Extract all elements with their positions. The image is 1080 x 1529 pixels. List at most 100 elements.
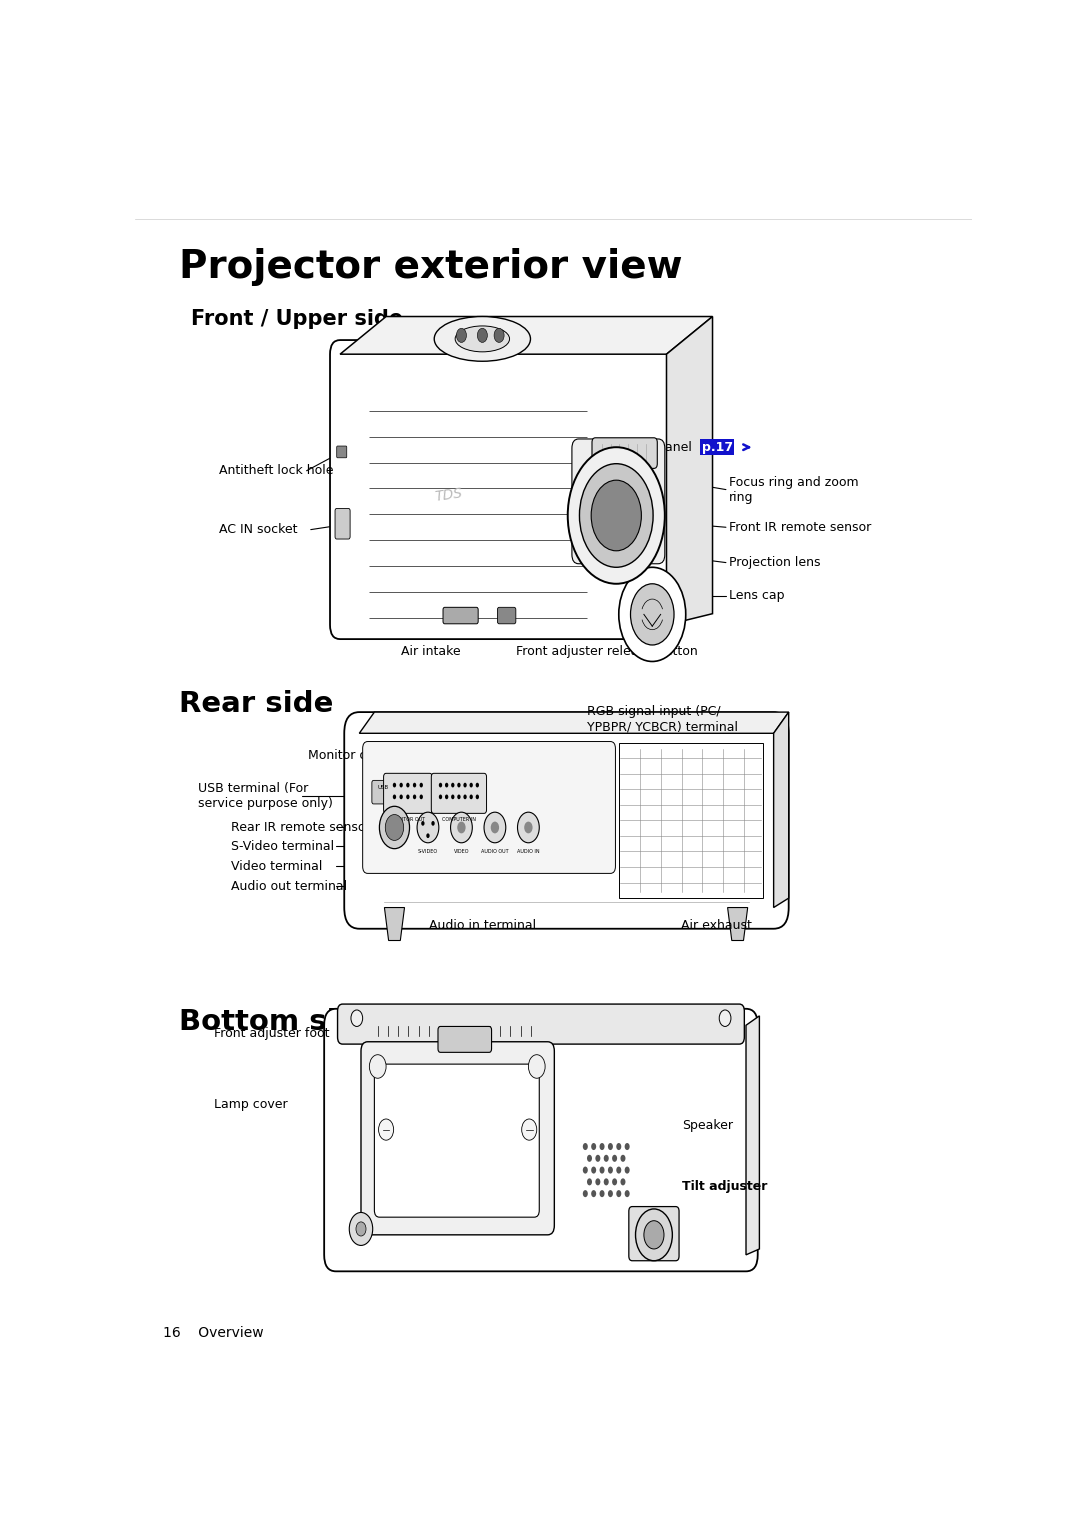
Circle shape [588,1179,592,1185]
Circle shape [475,783,480,787]
Text: 16    Overview: 16 Overview [163,1326,264,1339]
Text: Control panel: Control panel [608,440,696,454]
Circle shape [417,812,438,842]
FancyBboxPatch shape [572,439,665,564]
Circle shape [528,1055,545,1078]
Circle shape [620,1179,625,1185]
Circle shape [595,1154,600,1162]
Text: Focus ring and zoom
ring: Focus ring and zoom ring [729,476,859,503]
Ellipse shape [434,317,530,361]
FancyBboxPatch shape [372,780,393,804]
Text: English: English [11,15,78,32]
Polygon shape [360,713,788,734]
Text: S-Video terminal: S-Video terminal [231,839,335,853]
Circle shape [451,783,455,787]
Text: AUDIO OUT: AUDIO OUT [481,849,509,853]
Text: Bottom side: Bottom side [179,1008,378,1035]
Circle shape [620,1154,625,1162]
Text: Front / Upper side: Front / Upper side [191,309,403,329]
Text: Video terminal: Video terminal [231,859,323,873]
Circle shape [421,821,424,826]
Text: Speaker: Speaker [683,1119,733,1131]
Circle shape [400,795,403,800]
Text: COMPUTER IN: COMPUTER IN [442,816,476,823]
Circle shape [612,1179,617,1185]
FancyBboxPatch shape [361,1041,554,1235]
Circle shape [591,1144,596,1150]
Circle shape [379,806,409,849]
Polygon shape [340,317,713,355]
FancyBboxPatch shape [498,607,516,624]
Circle shape [591,480,642,550]
Circle shape [457,795,460,800]
Text: Lens cap: Lens cap [729,589,785,602]
Circle shape [631,584,674,645]
Circle shape [522,1119,537,1141]
Circle shape [351,1011,363,1026]
Circle shape [457,821,465,833]
Circle shape [583,1167,588,1174]
Circle shape [438,783,442,787]
Text: Projector exterior view: Projector exterior view [179,248,683,286]
Text: Front adjuster release button: Front adjuster release button [516,645,698,657]
Circle shape [477,329,487,342]
Polygon shape [728,908,747,940]
FancyBboxPatch shape [330,339,676,639]
Text: Audio out terminal: Audio out terminal [231,879,348,893]
Circle shape [419,783,423,787]
Circle shape [475,795,480,800]
Circle shape [413,795,416,800]
Text: TDS: TDS [434,486,463,505]
Circle shape [445,795,448,800]
Circle shape [591,1167,596,1174]
Circle shape [400,783,403,787]
Circle shape [617,1190,621,1197]
Circle shape [608,1190,613,1197]
Circle shape [624,1144,630,1150]
Circle shape [604,1179,609,1185]
Bar [619,743,762,898]
Circle shape [599,1190,605,1197]
Circle shape [379,1119,393,1141]
Circle shape [349,1212,373,1246]
Circle shape [457,329,467,342]
Circle shape [427,833,430,838]
Circle shape [619,567,686,662]
FancyBboxPatch shape [592,437,658,468]
FancyBboxPatch shape [375,1064,539,1217]
Text: USB: USB [377,784,389,790]
Circle shape [644,1220,664,1249]
FancyBboxPatch shape [338,1005,744,1044]
Circle shape [617,1144,621,1150]
Circle shape [419,795,423,800]
Circle shape [386,815,404,841]
Circle shape [490,821,499,833]
Text: Tilt adjuster: Tilt adjuster [683,1180,768,1193]
Circle shape [595,1179,600,1185]
Polygon shape [746,1015,759,1255]
Circle shape [369,1055,387,1078]
Circle shape [599,1144,605,1150]
Circle shape [624,1167,630,1174]
Text: Audio in terminal: Audio in terminal [429,919,536,933]
Text: Lamp cover: Lamp cover [214,1098,287,1110]
Text: Antitheft lock hole: Antitheft lock hole [218,465,334,477]
Circle shape [451,795,455,800]
Circle shape [568,446,665,584]
Circle shape [612,1154,617,1162]
FancyBboxPatch shape [629,1206,679,1261]
Circle shape [438,795,442,800]
Circle shape [406,795,409,800]
Circle shape [431,821,434,826]
Circle shape [356,1222,366,1235]
Text: Monitor out terminal: Monitor out terminal [308,749,436,761]
Polygon shape [666,317,713,625]
Text: RGB signal input (PC/
YPBPR/ YCBCR) terminal: RGB signal input (PC/ YPBPR/ YCBCR) term… [588,705,738,734]
Text: USB terminal (For
service purpose only): USB terminal (For service purpose only) [198,781,333,810]
Circle shape [608,1167,613,1174]
Circle shape [588,1154,592,1162]
Circle shape [580,463,653,567]
Circle shape [594,494,606,509]
Circle shape [470,795,473,800]
Text: Front adjuster foot: Front adjuster foot [214,1027,329,1040]
